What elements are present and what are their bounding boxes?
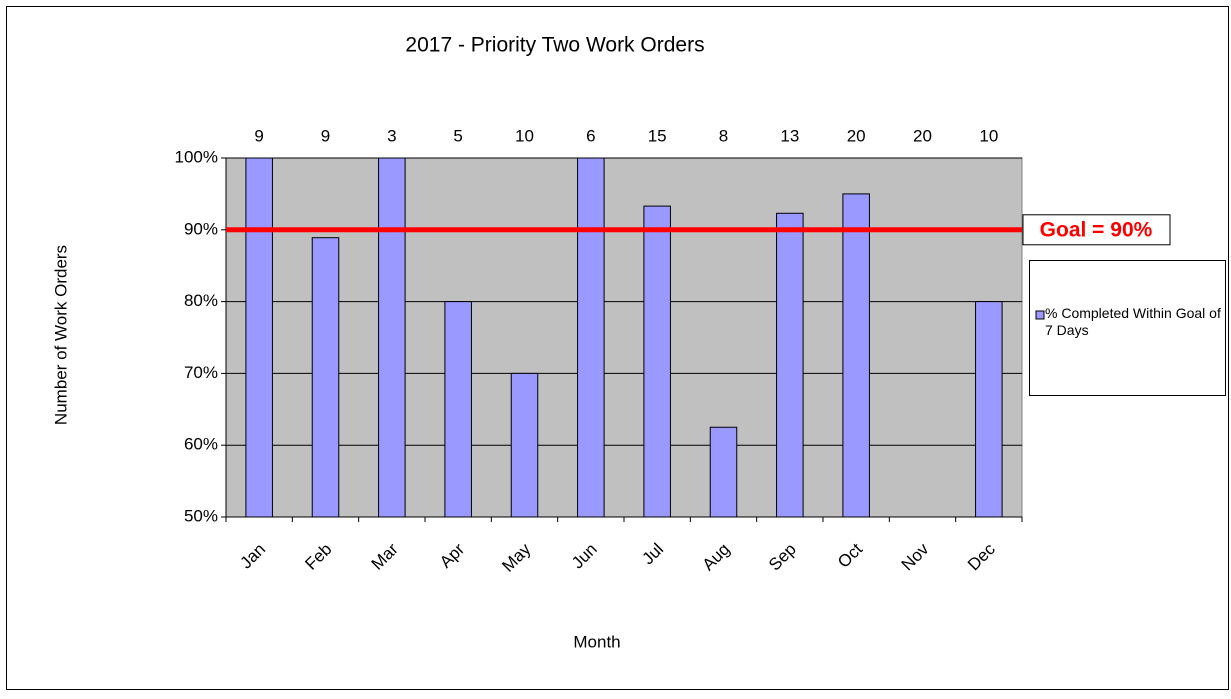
count-label: 3 xyxy=(387,126,396,145)
plot-area xyxy=(225,157,1023,518)
count-label: 9 xyxy=(254,126,263,145)
count-label: 15 xyxy=(648,126,667,145)
count-label: 8 xyxy=(719,126,728,145)
legend-label: % Completed Within Goal of 7 Days xyxy=(1045,305,1221,338)
bar xyxy=(709,426,738,518)
legend-text-box: % Completed Within Goal of 7 Days xyxy=(1045,305,1221,338)
bar xyxy=(245,157,273,518)
y-tick-label: 90% xyxy=(184,219,218,238)
bar xyxy=(311,237,340,518)
bar xyxy=(776,212,804,518)
bar xyxy=(378,157,406,518)
count-label: 5 xyxy=(453,126,462,145)
legend-swatch xyxy=(1035,310,1045,320)
bar xyxy=(842,193,870,518)
bar xyxy=(510,372,539,518)
count-label: 20 xyxy=(847,126,866,145)
count-label: 9 xyxy=(321,126,330,145)
legend-box xyxy=(1029,260,1226,396)
x-axis-label: Month xyxy=(573,632,620,651)
bar xyxy=(577,157,605,518)
y-tick-label: 60% xyxy=(184,435,218,454)
y-tick-label: 100% xyxy=(175,147,218,166)
goal-label: Goal = 90% xyxy=(1040,218,1153,241)
count-label: 6 xyxy=(586,126,595,145)
chart-title: 2017 - Priority Two Work Orders xyxy=(405,34,704,57)
y-tick-label: 70% xyxy=(184,363,218,382)
goal-label-box xyxy=(1022,214,1171,246)
bar xyxy=(643,205,671,518)
bar xyxy=(444,301,472,518)
y-axis-label: Number of Work Orders xyxy=(51,245,70,425)
count-label: 13 xyxy=(780,126,799,145)
count-label: 10 xyxy=(515,126,534,145)
bar xyxy=(975,301,1003,518)
y-tick-label: 80% xyxy=(184,291,218,310)
count-label: 20 xyxy=(913,126,932,145)
count-label: 10 xyxy=(979,126,998,145)
y-tick-label: 50% xyxy=(184,506,218,525)
